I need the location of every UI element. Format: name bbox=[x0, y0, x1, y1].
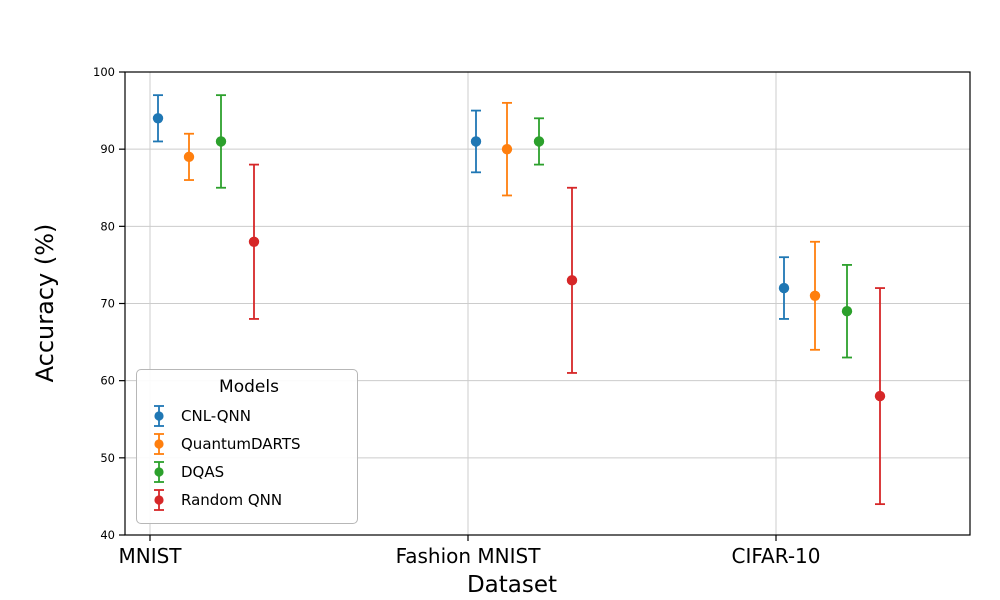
legend-errorbar-marker-icon bbox=[154, 405, 164, 427]
x-tick-label: CIFAR-10 bbox=[732, 544, 821, 568]
data-point bbox=[215, 136, 227, 147]
y-tick-label: 90 bbox=[100, 142, 115, 156]
legend-item: DQAS bbox=[151, 458, 347, 486]
data-point bbox=[183, 151, 195, 163]
y-tick-label: 80 bbox=[100, 219, 115, 233]
legend-item: Random QNN bbox=[151, 486, 347, 514]
y-axis-label: Accuracy (%) bbox=[31, 223, 59, 383]
legend-item-label: Random QNN bbox=[181, 491, 283, 509]
data-point bbox=[248, 236, 260, 247]
data-point bbox=[501, 143, 513, 155]
y-tick-label: 70 bbox=[100, 297, 115, 311]
legend-items: CNL-QNN QuantumDARTS DQAS Random QNN bbox=[151, 402, 347, 514]
y-tick-label: 60 bbox=[100, 374, 115, 388]
legend-errorbar-marker-icon bbox=[154, 433, 164, 455]
data-point bbox=[841, 306, 853, 317]
data-point bbox=[566, 275, 578, 286]
x-tick-label: MNIST bbox=[118, 544, 182, 568]
x-axis-label: Dataset bbox=[466, 572, 558, 598]
data-point bbox=[152, 113, 164, 124]
legend: Models CNL-QNN QuantumDARTS DQAS Random QNN bbox=[136, 369, 358, 524]
legend-item: CNL-QNN bbox=[151, 402, 347, 430]
legend-item-label: DQAS bbox=[181, 463, 225, 481]
data-point bbox=[470, 136, 482, 147]
data-point bbox=[809, 290, 821, 301]
data-point bbox=[778, 282, 790, 294]
y-tick-label: 100 bbox=[93, 65, 115, 79]
data-point bbox=[533, 136, 545, 147]
legend-errorbar-marker-icon bbox=[154, 489, 164, 511]
legend-item-label: CNL-QNN bbox=[181, 407, 251, 425]
legend-item-label: QuantumDARTS bbox=[181, 435, 301, 453]
legend-errorbar-marker-icon bbox=[154, 461, 164, 483]
x-tick-label: Fashion MNIST bbox=[396, 544, 542, 568]
y-tick-label: 40 bbox=[100, 528, 115, 542]
data-point bbox=[874, 390, 886, 402]
y-tick-label: 50 bbox=[100, 451, 115, 465]
legend-title: Models bbox=[219, 377, 279, 397]
legend-item: QuantumDARTS bbox=[151, 430, 347, 458]
